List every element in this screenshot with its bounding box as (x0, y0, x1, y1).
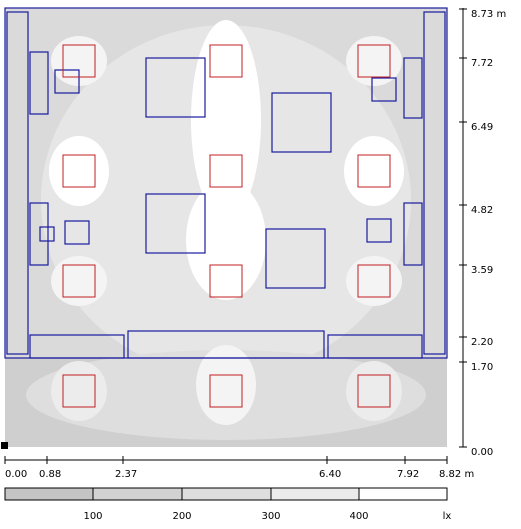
y-label: 3.59 (471, 265, 493, 276)
y-label: 2.20 (471, 337, 493, 348)
x-label: 0.88 (39, 469, 61, 480)
x-label: 7.92 (397, 469, 419, 480)
y-label: 8.73 m (471, 9, 506, 20)
legend-bar (4, 487, 448, 501)
luminaires (62, 44, 391, 408)
legend-label: lx (443, 511, 452, 522)
legend-label: 100 (83, 511, 102, 522)
y-label: 0.00 (471, 447, 493, 458)
y-label: 6.49 (471, 122, 493, 133)
origin-marker (1, 442, 8, 449)
x-label: 0.00 (5, 469, 27, 480)
y-label: 7.72 (471, 58, 493, 69)
y-label: 1.70 (471, 362, 493, 373)
x-label: 2.37 (115, 469, 137, 480)
legend-label: 200 (172, 511, 191, 522)
x-label: 8.82 m (439, 469, 474, 480)
legend-label: 400 (349, 511, 368, 522)
x-label: 6.40 (319, 469, 341, 480)
isolines (5, 8, 447, 447)
legend-label: 300 (261, 511, 280, 522)
y-label: 4.82 (471, 205, 493, 216)
walls-furniture (4, 7, 448, 359)
axis-labels: 8.73 m 7.72 6.49 4.82 3.59 2.20 1.70 0.00 0.00 0.… (4, 8, 506, 522)
